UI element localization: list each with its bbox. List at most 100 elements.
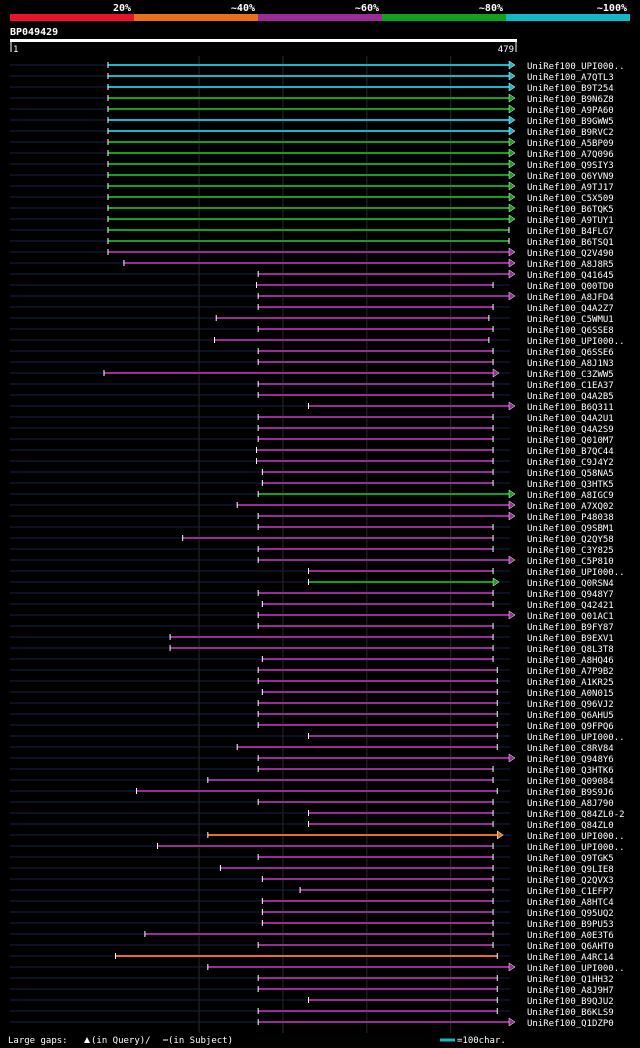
hit-label: UniRef100_Q3HTK5 bbox=[527, 480, 614, 490]
legend-swatch bbox=[10, 14, 134, 21]
axis-start-label: 1 bbox=[13, 45, 18, 55]
hit-label: UniRef100_A7P9B2 bbox=[527, 667, 614, 677]
hit-label: UniRef100_B9S9J6 bbox=[527, 788, 614, 798]
hit-label: UniRef100_C1EA37 bbox=[527, 381, 614, 391]
hit-label: UniRef100_C3Y825 bbox=[527, 546, 614, 556]
hit-label: UniRef100_Q2QVX3 bbox=[527, 876, 614, 886]
hit-end-arrow bbox=[508, 247, 516, 257]
hit-label: UniRef100_A8IGC9 bbox=[527, 491, 614, 501]
legend-swatch bbox=[134, 14, 258, 21]
hit-end-arrow bbox=[508, 555, 516, 565]
hit-label: UniRef100_Q9FPQ6 bbox=[527, 722, 614, 732]
hit-label: UniRef100_UPI000.. bbox=[527, 964, 625, 974]
hit-row: UniRef100_Q9FPQ6 bbox=[10, 722, 614, 732]
hit-label: UniRef100_A8J9H7 bbox=[527, 986, 614, 996]
hit-label: UniRef100_UPI000.. bbox=[527, 337, 625, 347]
hit-row: UniRef100_Q84ZL0-2 bbox=[10, 810, 625, 820]
hit-label: UniRef100_A8J790 bbox=[527, 799, 614, 809]
hit-label: UniRef100_Q84ZL0-2 bbox=[527, 810, 625, 820]
hit-row: UniRef100_B9GWW5 bbox=[10, 115, 614, 127]
hit-row: UniRef100_A7P9B2 bbox=[10, 667, 614, 677]
hit-end-arrow bbox=[508, 214, 516, 224]
hit-end-arrow bbox=[508, 291, 516, 301]
hit-row: UniRef100_UPI000.. bbox=[10, 830, 625, 842]
hit-row: UniRef100_UPI000.. bbox=[10, 60, 625, 72]
hit-row: UniRef100_Q96VJ2 bbox=[10, 700, 614, 710]
hit-row: UniRef100_B9QJU2 bbox=[10, 997, 614, 1007]
hit-end-arrow bbox=[508, 192, 516, 202]
hit-row: UniRef100_A7Q096 bbox=[10, 148, 614, 160]
legend-swatch bbox=[382, 14, 506, 21]
hit-end-arrow bbox=[508, 93, 516, 103]
hit-row: UniRef100_Q8L3T8 bbox=[10, 645, 614, 655]
hit-row: UniRef100_A8J790 bbox=[10, 799, 614, 809]
hit-end-arrow bbox=[508, 181, 516, 191]
hit-row: UniRef100_Q41645 bbox=[10, 269, 614, 281]
hit-row: UniRef100_B9T254 bbox=[10, 82, 614, 94]
hit-row: UniRef100_C1EFP7 bbox=[10, 887, 614, 897]
legend-label: 20% bbox=[113, 3, 131, 14]
hit-label: UniRef100_UPI000.. bbox=[527, 733, 625, 743]
hit-label: UniRef100_B9GWW5 bbox=[527, 117, 614, 127]
hit-row: UniRef100_UPI000.. bbox=[10, 337, 625, 347]
hit-label: UniRef100_C1EFP7 bbox=[527, 887, 614, 897]
hit-label: UniRef100_Q4A2Z7 bbox=[527, 304, 614, 314]
hit-label: UniRef100_Q09084 bbox=[527, 777, 614, 787]
hit-row: UniRef100_A8HQ46 bbox=[10, 656, 614, 666]
hit-row: UniRef100_B9N6Z8 bbox=[10, 93, 614, 105]
legend-label: ~80% bbox=[479, 3, 503, 14]
hit-label: UniRef100_Q9SBM1 bbox=[527, 524, 614, 534]
hit-label: UniRef100_C9J4Y2 bbox=[527, 458, 614, 468]
hit-label: UniRef100_Q8L3T8 bbox=[527, 645, 614, 655]
hit-label: UniRef100_Q84ZL0 bbox=[527, 821, 614, 831]
hit-row: UniRef100_Q4A2S9 bbox=[10, 425, 614, 435]
hit-row: UniRef100_P48038 bbox=[10, 511, 614, 523]
hit-label: UniRef100_UPI000.. bbox=[527, 568, 625, 578]
hit-row: UniRef100_Q6AHT0 bbox=[10, 942, 614, 952]
hit-label: UniRef100_P48038 bbox=[527, 513, 614, 523]
hit-row: UniRef100_Q948Y7 bbox=[10, 590, 614, 600]
hit-end-arrow bbox=[492, 368, 500, 378]
hit-label: UniRef100_A8JFD4 bbox=[527, 293, 614, 303]
hit-label: UniRef100_Q948Y7 bbox=[527, 590, 614, 600]
hit-row: UniRef100_Q58NA5 bbox=[10, 469, 614, 479]
hit-row: UniRef100_A7QTL3 bbox=[10, 71, 614, 83]
hit-row: UniRef100_A8JFD4 bbox=[10, 291, 614, 303]
hit-label: UniRef100_Q6AHT0 bbox=[527, 942, 614, 952]
hit-row: UniRef100_A8IGC9 bbox=[10, 489, 614, 501]
hit-label: UniRef100_B9RVC2 bbox=[527, 128, 614, 138]
legend-label: ~60% bbox=[355, 3, 379, 14]
hit-end-arrow bbox=[508, 148, 516, 158]
hit-row: UniRef100_A4RC14 bbox=[10, 953, 614, 963]
hit-row: UniRef100_Q95UQ2 bbox=[10, 909, 614, 919]
hit-label: UniRef100_Q9SIY3 bbox=[527, 161, 614, 171]
hit-end-arrow bbox=[508, 258, 516, 268]
hit-row: UniRef100_B6KLS9 bbox=[10, 1008, 614, 1018]
hit-label: UniRef100_A4RC14 bbox=[527, 953, 614, 963]
hit-label: UniRef100_A7Q096 bbox=[527, 150, 614, 160]
hit-label: UniRef100_Q95UQ2 bbox=[527, 909, 614, 919]
hit-row: UniRef100_Q00TD0 bbox=[10, 282, 614, 292]
hit-label: UniRef100_Q4A2U1 bbox=[527, 414, 614, 424]
hit-end-arrow bbox=[508, 269, 516, 279]
hit-row: UniRef100_Q09084 bbox=[10, 777, 614, 787]
hit-label: UniRef100_Q6SSE8 bbox=[527, 326, 614, 336]
hit-end-arrow bbox=[508, 753, 516, 763]
hit-row: UniRef100_B9FY87 bbox=[10, 623, 614, 633]
hit-row: UniRef100_Q6YVN9 bbox=[10, 170, 614, 182]
hit-label: UniRef100_Q4A2B5 bbox=[527, 392, 614, 402]
hit-label: UniRef100_B9FY87 bbox=[527, 623, 614, 633]
hit-row: UniRef100_Q6AHU5 bbox=[10, 711, 614, 721]
hit-label: UniRef100_A5BP09 bbox=[527, 139, 614, 149]
hit-label: UniRef100_B6Q311 bbox=[527, 403, 614, 413]
footer-legend: Large gaps: (in Query)/ (in Subject) =10… bbox=[8, 1036, 506, 1046]
hit-label: UniRef100_UPI000.. bbox=[527, 62, 625, 72]
hit-row: UniRef100_UPI000.. bbox=[10, 568, 625, 578]
hit-label: UniRef100_A9TUY1 bbox=[527, 216, 614, 226]
hit-label: UniRef100_Q58NA5 bbox=[527, 469, 614, 479]
hit-end-arrow bbox=[508, 115, 516, 125]
hit-label: UniRef100_Q3HTK6 bbox=[527, 766, 614, 776]
hit-end-arrow bbox=[508, 104, 516, 114]
hit-row: UniRef100_B9PU53 bbox=[10, 920, 614, 930]
